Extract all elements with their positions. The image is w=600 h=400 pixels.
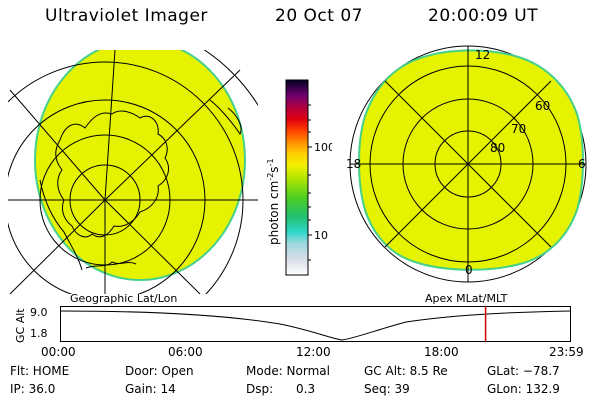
colorbar: 100 10 photon cm-2s-1: [266, 79, 332, 276]
colorbar-unit-label: photon cm-2s-1: [266, 158, 281, 245]
xtick-1200: 12:00: [296, 345, 331, 359]
mlt-label-18: 18: [346, 157, 361, 171]
mlt-label-0: 0: [465, 263, 473, 277]
xtick-2359: 23:59: [549, 345, 584, 359]
uv-image-disk: [358, 49, 584, 271]
app-title: Ultraviolet Imager: [45, 6, 208, 26]
altitude-ylabel: GC Alt: [14, 308, 27, 343]
info-ip: IP: 36.0: [10, 382, 56, 396]
altitude-plot: [60, 306, 571, 342]
continent-outline: [55, 110, 169, 238]
info-mode: Mode: Normal: [246, 364, 330, 378]
time-label: 20:00:09 UT: [428, 6, 539, 26]
geographic-map: [8, 50, 258, 294]
xtick-0000: 00:00: [41, 345, 76, 359]
uv-image-disk: [34, 50, 246, 281]
info-gain: Gain: 14: [125, 382, 176, 396]
xtick-0600: 06:00: [168, 345, 203, 359]
magnetic-polar-plot: 12 18 6 0 60 70 80: [346, 45, 587, 283]
lat-label-80: 80: [490, 141, 505, 155]
info-door: Door: Open: [125, 364, 194, 378]
info-glon: GLon: 132.9: [487, 382, 560, 396]
info-gc-alt: GC Alt: 8.5 Re: [364, 364, 448, 378]
altitude-ytick-top: 9.0: [30, 306, 48, 319]
apex-label: Apex MLat/MLT: [425, 292, 508, 305]
info-glat: GLat: −78.7: [487, 364, 560, 378]
date-label: 20 Oct 07: [275, 6, 363, 26]
lat-label-70: 70: [511, 122, 526, 136]
colorbar-tick-10: 10: [314, 229, 328, 242]
lat-label-60: 60: [535, 99, 550, 113]
mlt-label-6: 6: [578, 157, 586, 171]
altitude-curve: [60, 310, 571, 341]
mlt-label-12: 12: [475, 48, 490, 62]
info-dsp: Dsp: 0.3: [246, 382, 316, 396]
colorbar-gradient: [285, 79, 309, 276]
info-seq: Seq: 39: [364, 382, 410, 396]
xtick-1800: 18:00: [424, 345, 459, 359]
geographic-label: Geographic Lat/Lon: [70, 292, 178, 305]
altitude-ytick-bottom: 1.8: [30, 327, 48, 340]
colorbar-tick-100: 100: [314, 141, 332, 154]
info-flt: Flt: HOME: [10, 364, 70, 378]
